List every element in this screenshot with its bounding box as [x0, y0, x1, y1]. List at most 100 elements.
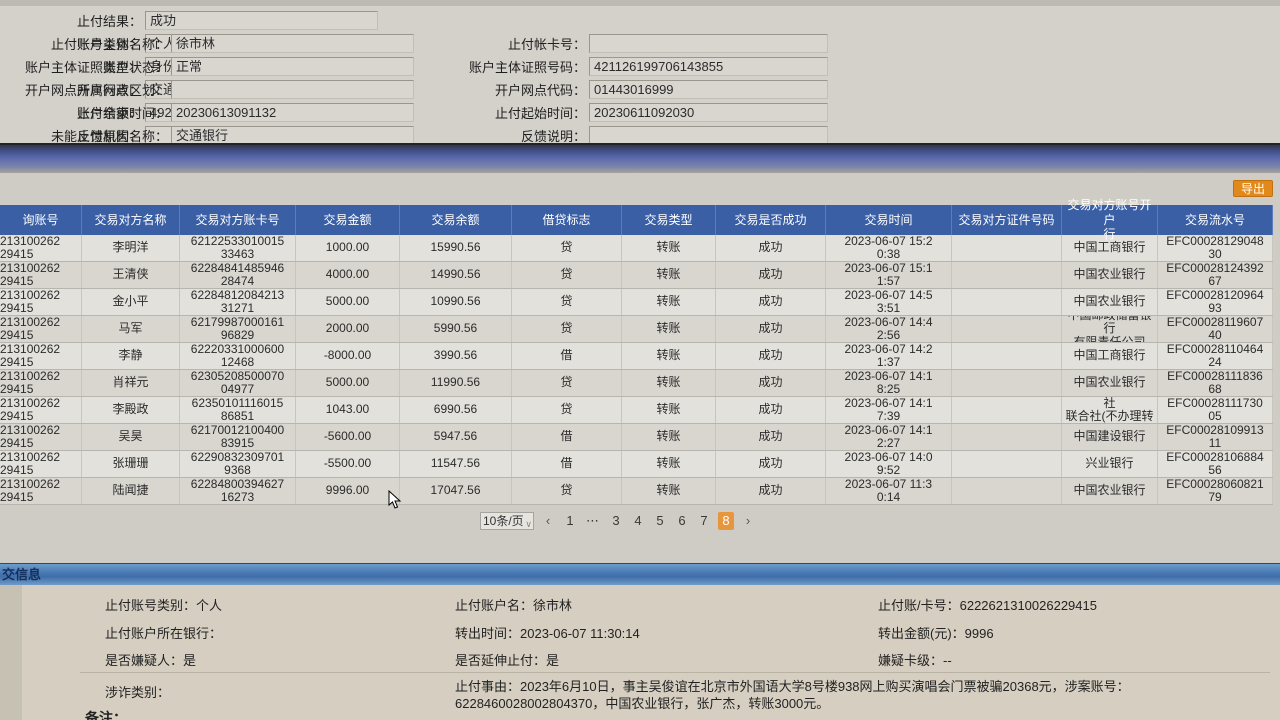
form-field: 开户网点所属行政区划： [0, 78, 414, 100]
table-cell: 成功 [716, 235, 826, 261]
bottom-section-title: 交信息 [2, 567, 42, 582]
table-cell: 成功 [716, 289, 826, 315]
page-button[interactable]: 3 [612, 513, 620, 528]
field-value [171, 79, 414, 99]
table-cell: 2023-06-07 14:1 2:27 [826, 424, 952, 450]
table-cell: 贷 [512, 397, 622, 423]
table-row[interactable]: 213100262 29415 王清侠 62284841485946 28474 40… [0, 262, 1273, 289]
table-header-row: 询账号 交易对方名称 交易对方账卡号 交易金额 交易余额 借贷标志 交易类型 交易是否成功 交易… [0, 198, 1273, 241]
field-value [589, 125, 828, 145]
info-field: 止付账户所在银行： [105, 626, 223, 641]
page-button[interactable]: 4 [634, 513, 642, 528]
table-cell: 62284812084213 31271 [180, 289, 296, 315]
column-header: 借贷标志 [512, 205, 622, 235]
field-label: 开户网点代码： [494, 82, 586, 98]
table-cell: 5000.00 [296, 370, 400, 396]
table-row[interactable]: 213100262 29415 马军 62179987000161 96829 200… [0, 316, 1273, 343]
form-row: 止付结果： 成功 [0, 9, 1280, 31]
column-header: 交易金额 [296, 205, 400, 235]
table-cell: EFC00028119607 40 [1158, 316, 1273, 342]
table-row[interactable]: 213100262 29415 肖祥元 62305208500070 04977 50… [0, 370, 1273, 397]
page-button[interactable]: 7 [700, 513, 708, 528]
info-field: 嫌疑卡级：-- [878, 653, 952, 668]
table-cell: 62122533010015 33463 [180, 235, 296, 261]
field-label: 开户网点所属行政区划： [24, 82, 168, 98]
table-cell: 2023-06-07 15:1 1:57 [826, 262, 952, 288]
table-cell: 6990.56 [400, 397, 512, 423]
case-type-label: 涉诈类别： [105, 685, 171, 700]
table-row[interactable]: 213100262 29415 吴昊 62170012100400 83915 -56… [0, 424, 1273, 451]
table-cell: 中国农业银行 [1062, 289, 1158, 315]
form-field: 账户主体名称： 徐市林 [0, 32, 414, 54]
table-cell: 贷 [512, 262, 622, 288]
table-cell: 借 [512, 451, 622, 477]
export-button[interactable]: 导出 [1233, 180, 1273, 197]
info-field: 止付账户名：徐市林 [455, 598, 573, 613]
pagination: 10条/页 ∨ ‹ 1 ⋯ 3 4 5 6 7 8 › [480, 511, 756, 531]
table-cell: 转账 [622, 451, 716, 477]
table-cell: 吴昊 [82, 424, 180, 450]
table-cell: EFC00028106884 56 [1158, 451, 1273, 477]
table-cell: EFC00028111730 05 [1158, 397, 1273, 423]
page-numbers: 1 ⋯ 3 4 5 6 7 8 [562, 512, 734, 530]
table-cell [952, 451, 1062, 477]
table-row[interactable]: 213100262 29415 张珊珊 62290832309701 9368 -55… [0, 451, 1273, 478]
table-cell [952, 478, 1062, 504]
form-row: 开户网点：交通银行深圳八卦岭支行开户网点代码：01443016999开户网点所属… [0, 78, 1280, 100]
table-cell: 2023-06-07 14:2 1:37 [826, 343, 952, 369]
table-cell: 成功 [716, 397, 826, 423]
table-cell: 中国邮政储蓄银行 有限责任公司 [1062, 316, 1158, 342]
table-cell: 李静 [82, 343, 180, 369]
table-row[interactable]: 213100262 29415 李明洋 62122533010015 33463 10… [0, 235, 1273, 262]
form-field: 止付结果： 成功 [0, 9, 378, 31]
next-page-button[interactable]: › [745, 513, 751, 528]
page-button[interactable]: 8 [718, 512, 734, 530]
field-value: 01443016999 [589, 79, 828, 99]
page-button[interactable]: 5 [656, 513, 664, 528]
table-cell: 转账 [622, 397, 716, 423]
table-cell: 213100262 29415 [0, 424, 82, 450]
table-cell: 213100262 29415 [0, 451, 82, 477]
table-cell: 17047.56 [400, 478, 512, 504]
field-value: 421126199706143855 [589, 56, 828, 76]
table-cell: 张珊珊 [82, 451, 180, 477]
table-cell: EFC00028110464 24 [1158, 343, 1273, 369]
table-cell: 9996.00 [296, 478, 400, 504]
column-header: 交易余额 [400, 205, 512, 235]
page-button[interactable]: 6 [678, 513, 686, 528]
stop-reason-text: 止付事由：2023年6月10日，事主吴俊谊在北京市外国语大学8号楼938网上购买… [455, 679, 1130, 711]
table-cell: 中国工商银行 [1062, 235, 1158, 261]
table-cell: 15990.56 [400, 235, 512, 261]
field-label: 未能止付原因： [50, 128, 142, 144]
table-row[interactable]: 213100262 29415 陆闻捷 62284800394627 16273 99… [0, 478, 1273, 505]
field-value: 成功 [145, 10, 378, 30]
table-cell [952, 235, 1062, 261]
prev-page-button[interactable]: ‹ [545, 513, 551, 528]
table-cell: 成功 [716, 370, 826, 396]
page-button[interactable]: 1 [566, 513, 574, 528]
column-header: 交易是否成功 [716, 205, 826, 235]
table-row[interactable]: 213100262 29415 李殿政 62350101116015 86851 10… [0, 397, 1273, 424]
field-label: 账户主体名称： [76, 36, 168, 52]
column-header: 交易对方名称 [82, 205, 180, 235]
field-label: 止付账号类别： [50, 36, 142, 52]
info-field: 是否延伸止付：是 [455, 653, 560, 668]
table-cell [952, 424, 1062, 450]
page-size-select[interactable]: 10条/页 ∨ [480, 512, 534, 530]
table-cell [952, 397, 1062, 423]
table-cell: 成功 [716, 262, 826, 288]
field-label: 账户状态： [102, 59, 168, 75]
table-cell: 2023-06-07 14:1 8:25 [826, 370, 952, 396]
table-cell: 转账 [622, 289, 716, 315]
table-cell: 转账 [622, 262, 716, 288]
table-body: 213100262 29415 李明洋 62122533010015 33463 10… [0, 235, 1273, 505]
form-field: 账户状态： 正常 [0, 55, 414, 77]
field-value: 正常 [171, 56, 414, 76]
field-value: 交通银行 [171, 125, 414, 145]
table-row[interactable]: 213100262 29415 金小平 62284812084213 31271 50… [0, 289, 1273, 316]
table-cell: 2023-06-07 15:2 0:38 [826, 235, 952, 261]
table-cell: 62284841485946 28474 [180, 262, 296, 288]
table-row[interactable]: 213100262 29415 李静 62220331000600 12468 -80… [0, 343, 1273, 370]
field-value: 20230613091132 [171, 102, 414, 122]
table-cell: 213100262 29415 [0, 343, 82, 369]
